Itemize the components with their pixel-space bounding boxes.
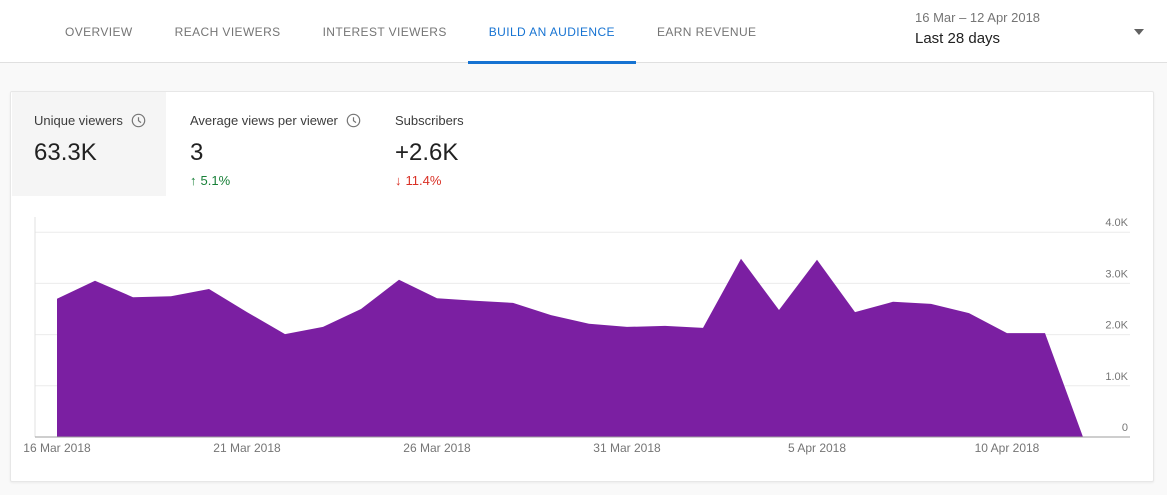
metric-value: +2.6K xyxy=(395,139,459,166)
metric-delta: 5.1% xyxy=(200,173,231,188)
clock-icon xyxy=(346,113,361,128)
date-range-selector[interactable]: 16 Mar – 12 Apr 2018 Last 28 days xyxy=(915,10,1040,47)
metric-label: Subscribers xyxy=(395,113,464,128)
metric-tile-unique-viewers[interactable]: Unique viewers 63.3K xyxy=(12,92,166,196)
x-axis-label-26-mar-2018: 26 Mar 2018 xyxy=(403,441,471,455)
metric-tile-subscribers[interactable]: Subscribers +2.6K ↓ 11.4% xyxy=(373,92,563,196)
tab-earn-revenue[interactable]: EARN REVENUE xyxy=(656,24,757,39)
metric-value: 63.3K xyxy=(34,139,97,166)
down-arrow-icon: ↓ xyxy=(395,173,402,188)
x-axis-label-21-mar-2018: 21 Mar 2018 xyxy=(213,441,281,455)
y-axis-label-3.0K: 3.0K xyxy=(1105,268,1128,280)
tab-reach-viewers[interactable]: REACH VIEWERS xyxy=(174,24,281,39)
up-arrow-icon: ↑ xyxy=(190,173,197,188)
analytics-card: Unique viewers 63.3K Average views per vie… xyxy=(10,91,1154,482)
tab-overview[interactable]: OVERVIEW xyxy=(65,24,133,39)
x-axis-label-10-apr-2018: 10 Apr 2018 xyxy=(975,441,1040,455)
unique-viewers-area-series xyxy=(57,258,1083,437)
date-range-preset-label: Last 28 days xyxy=(915,30,1001,47)
metric-label: Unique viewers xyxy=(34,113,123,128)
y-axis-label-1.0K: 1.0K xyxy=(1105,371,1128,383)
x-axis-label-5-apr-2018: 5 Apr 2018 xyxy=(788,441,846,455)
y-axis-label-0: 0 xyxy=(1122,422,1128,434)
x-axis-label-16-mar-2018: 16 Mar 2018 xyxy=(23,441,91,455)
metric-delta: 11.4% xyxy=(405,173,442,188)
tab-bar: OVERVIEW REACH VIEWERS INTEREST VIEWERS BUI… xyxy=(44,0,777,64)
clock-icon xyxy=(131,113,146,128)
y-axis-label-4.0K: 4.0K xyxy=(1105,217,1128,229)
tab-build-an-audience[interactable]: BUILD AN AUDIENCE xyxy=(467,0,637,64)
x-axis-label-31-mar-2018: 31 Mar 2018 xyxy=(593,441,661,455)
caret-down-icon xyxy=(1134,29,1144,35)
analytics-top-bar: OVERVIEW REACH VIEWERS INTEREST VIEWERS BUI… xyxy=(0,0,1167,64)
y-axis-label-2.0K: 2.0K xyxy=(1105,320,1128,332)
metric-value: 3 xyxy=(190,139,204,166)
metric-label: Average views per viewer xyxy=(190,113,338,128)
unique-viewers-area-chart: 0 1.0K 2.0K 3.0K 4.0K 16 Mar 2018 21 Mar 2018 2… xyxy=(23,217,1130,455)
tab-interest-viewers[interactable]: INTEREST VIEWERS xyxy=(322,24,447,39)
metric-tile-average-views-per-viewer[interactable]: Average views per viewer 3 ↑ 5.1% xyxy=(168,92,373,196)
date-range-text: 16 Mar – 12 Apr 2018 xyxy=(915,10,1041,25)
